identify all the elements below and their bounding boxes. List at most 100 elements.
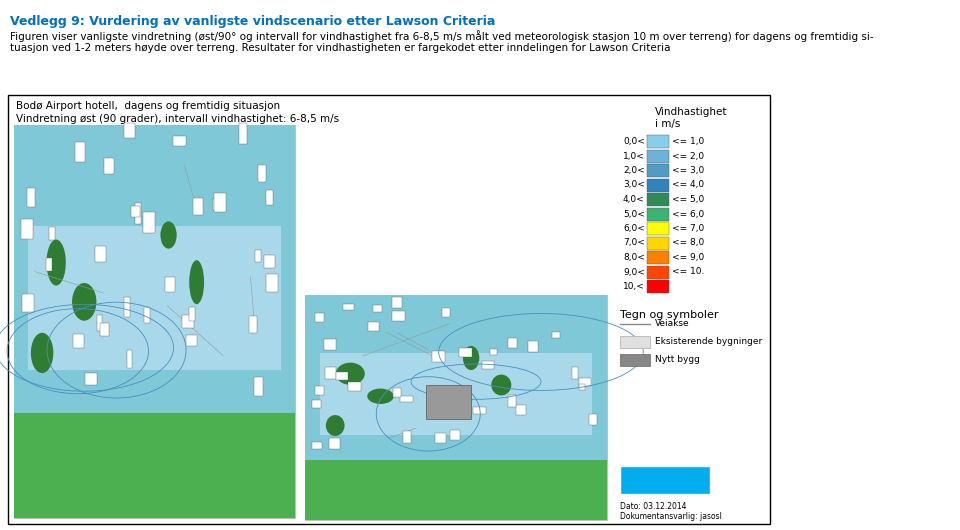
Text: Dato: 03.12.2014: Dato: 03.12.2014 [620,502,686,511]
Bar [328,438,341,449]
Bar [312,442,323,449]
Bar [393,312,405,321]
Text: <= 7,0: <= 7,0 [672,224,705,233]
Bar [325,367,336,379]
Bar [647,236,669,250]
Bar [164,277,175,292]
Text: <= 6,0: <= 6,0 [672,209,705,218]
Bar [144,307,150,323]
Ellipse shape [46,240,66,286]
Bar [305,295,607,520]
Text: <= 2,0: <= 2,0 [672,152,704,161]
Bar [432,351,445,361]
Text: <= 4,0: <= 4,0 [672,181,704,190]
Bar [647,164,669,177]
Bar [14,125,295,518]
Bar [75,142,84,162]
Text: Vindretning øst (90 grader), intervall vindhastighet: 6-8,5 m/s: Vindretning øst (90 grader), intervall v… [16,114,339,124]
Ellipse shape [160,222,177,249]
Bar [95,245,107,262]
Bar [620,466,710,494]
Text: Bodø Airport hotell,  dagens og fremtidig situasjon: Bodø Airport hotell, dagens og fremtidig… [16,101,280,111]
Bar [459,348,472,357]
Text: 3,0<: 3,0< [623,181,645,190]
Bar [647,135,669,148]
Bar [189,307,195,321]
Bar [266,190,273,205]
Bar [213,199,224,210]
Bar [315,313,324,322]
Text: 10,<: 10,< [623,282,645,291]
Bar [343,304,353,310]
Ellipse shape [72,283,96,321]
Bar [647,208,669,220]
Text: Tegn og symboler: Tegn og symboler [620,310,718,320]
Text: 0,0<: 0,0< [623,137,645,146]
Bar [473,407,486,414]
Bar [193,198,203,215]
Text: Figuren viser vanligste vindretning (øst/90° og intervall for vindhastighet fra : Figuren viser vanligste vindretning (øst… [10,30,874,42]
Bar [393,387,401,397]
Ellipse shape [189,260,204,304]
Bar [312,400,321,408]
Bar [315,386,324,395]
Text: i m/s: i m/s [655,119,681,129]
Text: Eksisterende bygninger: Eksisterende bygninger [655,337,762,346]
Bar [647,280,669,293]
Bar [426,385,471,419]
Bar [336,372,348,380]
Bar [620,335,650,348]
Bar [253,377,263,396]
Bar [348,382,361,391]
Bar [647,193,669,206]
Text: 2,0<: 2,0< [623,166,645,175]
Bar [186,335,197,346]
Bar [305,295,607,460]
Bar [647,222,669,235]
Text: 4,0<: 4,0< [623,195,645,204]
Ellipse shape [368,388,394,404]
Ellipse shape [325,415,345,436]
Bar [324,339,336,350]
Text: <= 9,0: <= 9,0 [672,253,705,262]
Bar [403,431,411,443]
Bar [85,373,97,385]
Text: 9,0<: 9,0< [623,268,645,277]
Ellipse shape [336,363,365,385]
Bar [579,378,591,385]
Bar [21,294,34,312]
Bar [443,308,450,317]
Bar [28,226,281,370]
Bar [21,219,33,239]
Bar [491,349,497,355]
Bar [647,266,669,278]
Bar [49,227,56,240]
Bar [134,204,140,224]
Bar [174,136,186,146]
Bar [97,315,102,331]
Bar [400,396,413,402]
Bar [647,179,669,191]
Text: RAMBØLL: RAMBØLL [627,473,703,487]
Bar [320,353,592,435]
Text: <= 5,0: <= 5,0 [672,195,705,204]
Text: Dokumentansvarlig: jasosl: Dokumentansvarlig: jasosl [620,512,722,521]
Text: 8,0<: 8,0< [623,253,645,262]
Text: tuasjon ved 1-2 meters høyde over terreng. Resultater for vindhastigheten er far: tuasjon ved 1-2 meters høyde over terren… [10,43,670,53]
Bar [516,405,526,415]
Text: 1,0<: 1,0< [623,152,645,161]
Bar [572,367,579,379]
Text: <= 10.: <= 10. [672,268,705,277]
Ellipse shape [31,333,54,373]
Bar [369,322,378,331]
Ellipse shape [492,375,512,395]
Ellipse shape [463,346,479,370]
Bar [588,414,596,425]
Bar [100,323,109,336]
Bar [528,341,538,352]
Bar [266,274,277,292]
Bar [8,95,770,524]
Bar [14,369,295,518]
Text: 7,0<: 7,0< [623,238,645,248]
Bar [27,188,36,207]
